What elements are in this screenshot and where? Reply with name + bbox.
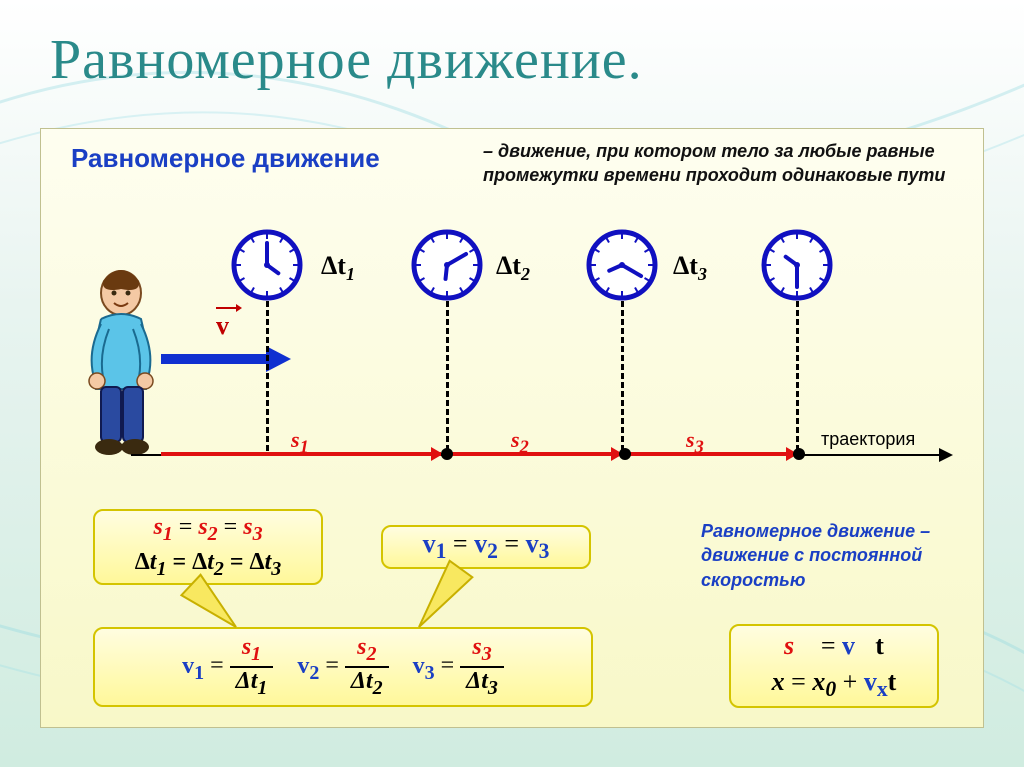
distance-label: s1 <box>291 427 309 457</box>
motion-diagram: v траектория Δt1 Δt2 Δt3 s1 s2 s3 <box>41 229 985 489</box>
delta-t-label: Δt3 <box>673 251 707 285</box>
content-panel: Равномерное движение – движение, при кот… <box>40 128 984 728</box>
trajectory-label: траектория <box>821 429 915 450</box>
motion-equations-box: s⃗ = v⃗t x = x0 + vxt <box>729 624 939 708</box>
slide-title: Равномерное движение. <box>50 28 643 92</box>
clock-icon <box>411 229 483 301</box>
distance-label: s3 <box>686 427 704 457</box>
clock-icon <box>586 229 658 301</box>
time-marker-dash <box>621 301 624 451</box>
velocity-arrow <box>161 344 291 374</box>
time-marker-dash <box>266 301 269 451</box>
panel-subtitle: Равномерное движение <box>71 143 380 174</box>
definition-text-2: Равномерное движение – движение с постоя… <box>701 519 971 592</box>
delta-t-label: Δt2 <box>496 251 530 285</box>
velocity-vector-bar <box>216 307 236 309</box>
velocity-label: v <box>216 311 229 341</box>
segment-endpoint <box>793 448 805 460</box>
distance-segment <box>626 452 796 456</box>
delta-t-label: Δt1 <box>321 251 355 285</box>
person-icon <box>81 259 171 459</box>
velocity-fractions-box: v1 = s1Δt1v2 = s2Δt2v3 = s3Δt3 <box>93 627 593 707</box>
clock-icon <box>231 229 303 301</box>
equal-distances-box: s1 = s2 = s3 Δt1 = Δt2 = Δt3 <box>93 509 323 585</box>
time-marker-dash <box>446 301 449 451</box>
segment-endpoint <box>619 448 631 460</box>
distance-segment <box>446 452 621 456</box>
segment-endpoint <box>441 448 453 460</box>
clock-icon <box>761 229 833 301</box>
distance-label: s2 <box>511 427 529 457</box>
equal-velocities-box: v1 = v2 = v3 <box>381 525 591 569</box>
time-marker-dash <box>796 301 799 451</box>
definition-text-1: – движение, при котором тело за любые ра… <box>483 139 953 188</box>
